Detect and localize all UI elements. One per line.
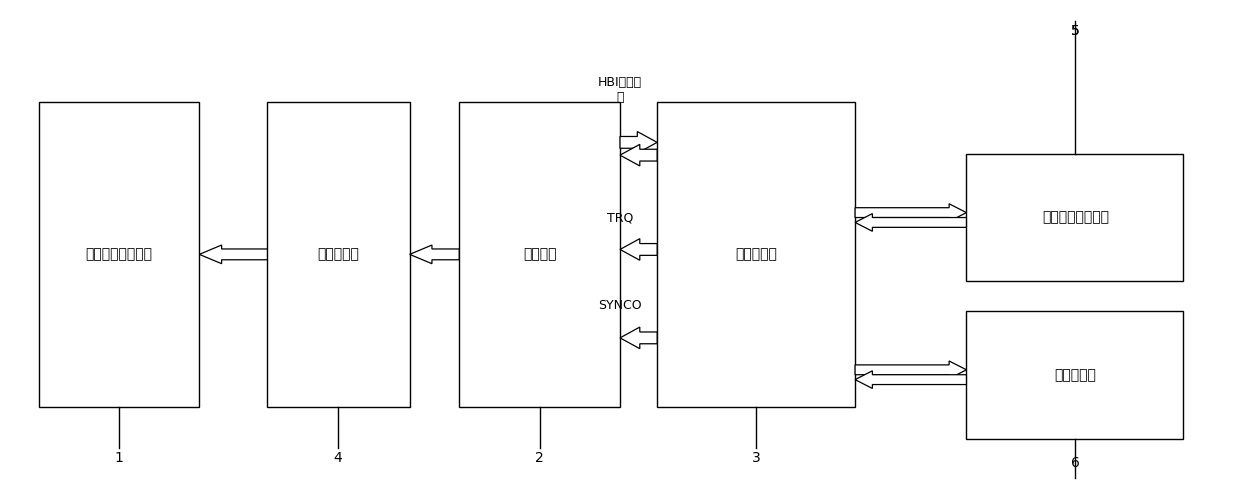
Text: 4: 4: [334, 451, 342, 465]
Text: 多轴电机驱动电路: 多轴电机驱动电路: [86, 247, 153, 261]
Text: 6: 6: [1071, 456, 1080, 470]
FancyArrow shape: [856, 213, 966, 231]
FancyArrow shape: [620, 131, 657, 153]
Bar: [966, 311, 1183, 439]
Text: 2: 2: [536, 451, 544, 465]
Text: 1: 1: [114, 451, 123, 465]
FancyArrow shape: [856, 204, 966, 221]
FancyArrow shape: [620, 327, 657, 349]
FancyArrow shape: [620, 144, 657, 166]
Text: 5: 5: [1071, 24, 1080, 38]
Bar: [966, 154, 1183, 282]
Text: 微处理器: 微处理器: [523, 247, 557, 261]
Bar: [657, 102, 856, 407]
FancyArrow shape: [409, 245, 459, 264]
Bar: [38, 102, 200, 407]
Text: 只读存储器: 只读存储器: [1054, 368, 1096, 382]
Text: 带网络变压器接口: 带网络变压器接口: [1042, 210, 1109, 225]
Text: 光电隔离器: 光电隔离器: [317, 247, 358, 261]
Text: TRQ: TRQ: [606, 211, 634, 224]
FancyArrow shape: [200, 245, 268, 264]
Text: HBI并行总
线: HBI并行总 线: [598, 76, 642, 104]
Text: 3: 3: [751, 451, 760, 465]
FancyArrow shape: [620, 239, 657, 260]
Bar: [268, 102, 409, 407]
Text: 从站控制器: 从站控制器: [735, 247, 777, 261]
FancyArrow shape: [856, 371, 966, 388]
FancyArrow shape: [856, 361, 966, 378]
Bar: [459, 102, 620, 407]
Text: 5: 5: [1071, 24, 1080, 38]
Text: SYNCO: SYNCO: [598, 299, 642, 312]
